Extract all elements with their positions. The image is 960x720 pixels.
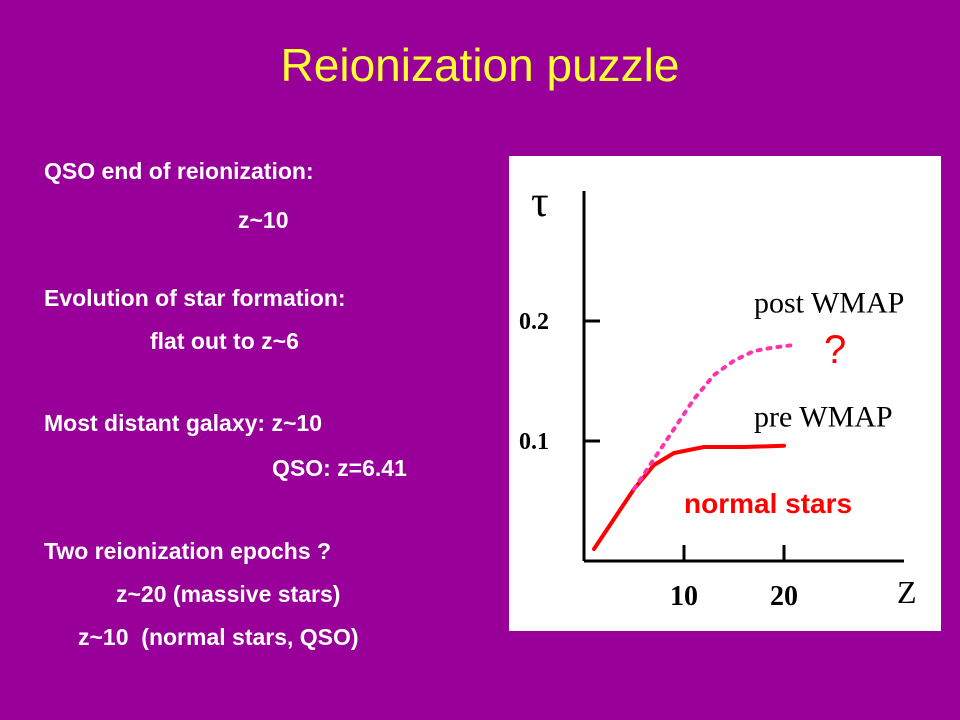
annotation-pre-wmap: pre WMAP xyxy=(754,401,893,434)
bullet-qso-end: QSO end of reionization: xyxy=(44,158,314,184)
annotation-question-mark: ? xyxy=(824,328,846,372)
annotation-post-wmap: post WMAP xyxy=(754,287,904,320)
bullet-two-epochs: Two reionization epochs ? xyxy=(44,538,332,564)
bullet-normal-stars: z~10 (normal stars, QSO) xyxy=(78,624,359,650)
series-line-normal-stars xyxy=(592,443,786,551)
bullet-list: QSO end of reionization: z~10 Evolution … xyxy=(44,158,407,650)
y-tick-label-0.1: 0.1 xyxy=(519,429,549,455)
bullet-qso-redshift: QSO: z=6.41 xyxy=(272,455,407,481)
bullet-flat-out: flat out to z~6 xyxy=(150,328,299,354)
y-tick-label-0.2: 0.2 xyxy=(519,309,549,335)
x-tick-label-20: 20 xyxy=(770,581,798,612)
bullet-distant-galaxy: Most distant galaxy: z~10 xyxy=(44,410,322,436)
bullet-star-formation: Evolution of star formation: xyxy=(44,285,346,311)
bullet-massive-stars: z~20 (massive stars) xyxy=(116,581,341,607)
slide-title: Reionization puzzle xyxy=(280,39,680,91)
annotation-normal-stars: normal stars xyxy=(684,488,852,519)
y-axis-label: τ xyxy=(531,177,549,226)
bullet-qso-z: z~10 xyxy=(238,207,289,233)
series-line-post-wmap xyxy=(632,343,796,491)
x-tick-label-10: 10 xyxy=(670,581,698,612)
x-axis-label: Z xyxy=(897,574,917,610)
